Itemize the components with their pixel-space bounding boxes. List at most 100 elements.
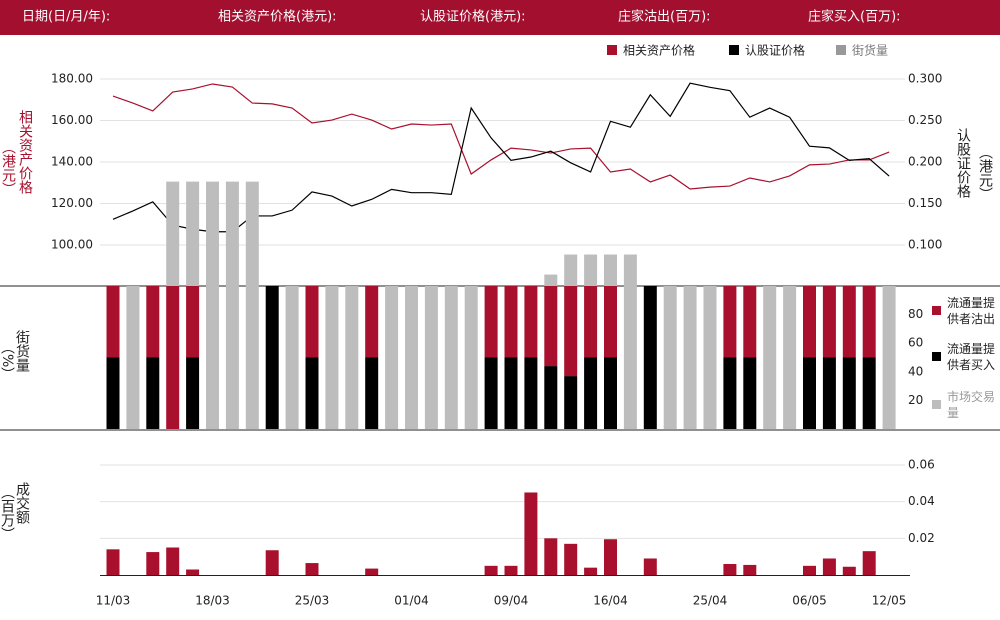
bar-segment xyxy=(504,286,518,358)
bar xyxy=(504,565,518,575)
y-tick-label: 80 xyxy=(908,307,923,321)
bar-segment xyxy=(862,286,876,358)
y-tick-label: 0.04 xyxy=(908,494,935,508)
bar-segment xyxy=(484,357,498,429)
y-tick-label: 40 xyxy=(908,364,923,378)
axis-title: 成交额 xyxy=(14,482,30,524)
bar xyxy=(524,492,538,575)
bar-segment xyxy=(763,286,777,429)
bar xyxy=(265,550,279,575)
bar-segment xyxy=(225,181,239,429)
legend-swatch xyxy=(932,306,941,315)
bar-segment xyxy=(842,286,856,358)
bar xyxy=(842,566,856,575)
x-tick-label: 06/05 xyxy=(792,594,827,608)
bar-segment xyxy=(146,357,160,429)
bar-segment xyxy=(803,286,816,358)
bar xyxy=(723,563,737,575)
bar xyxy=(743,564,757,575)
header-label: 相关资产价格(港元): xyxy=(218,9,337,25)
bar-segment xyxy=(663,286,677,429)
bar-segment xyxy=(524,286,538,358)
bar-segment xyxy=(584,286,598,358)
legend-label: 流通量提供者买入 xyxy=(947,342,996,372)
bar-segment xyxy=(544,366,558,429)
y2-tick-label: 0.200 xyxy=(908,155,942,169)
legend-swatch xyxy=(729,45,739,55)
y-tick-label: 60 xyxy=(908,336,923,350)
header-label: 庄家沽出(百万): xyxy=(618,9,711,25)
y-tick-label: 120.00 xyxy=(51,196,93,210)
header-label: 认股证价格(港元): xyxy=(420,9,526,25)
bar-segment xyxy=(484,286,498,358)
header-bar xyxy=(0,0,1000,35)
y-tick-label: 0.06 xyxy=(908,457,935,471)
bar-segment xyxy=(604,357,617,429)
bar xyxy=(604,539,617,575)
bar-segment xyxy=(504,357,518,429)
bar-segment xyxy=(703,286,717,429)
bar-segment xyxy=(862,357,876,429)
axis-title: 认股证价格 xyxy=(955,128,971,198)
bar-segment xyxy=(544,274,558,286)
bar-segment xyxy=(564,376,578,429)
bar xyxy=(862,551,876,575)
bar-segment xyxy=(186,286,200,358)
bar xyxy=(186,569,200,575)
bar-segment xyxy=(166,286,180,429)
x-tick-label: 11/03 xyxy=(96,594,131,608)
legend-text: 流通量提供者买入 xyxy=(947,342,996,372)
bar-segment xyxy=(723,286,737,358)
bar-segment xyxy=(464,286,478,429)
bar xyxy=(484,565,498,575)
legend-swatch xyxy=(932,400,941,409)
bar-segment xyxy=(305,286,319,358)
bar-segment xyxy=(743,357,757,429)
bar-segment xyxy=(385,286,399,429)
bar-segment xyxy=(106,286,120,358)
legend-label: 市场交易量 xyxy=(947,390,996,420)
y-tick-label: 140.00 xyxy=(51,155,93,169)
bar-segment xyxy=(186,181,200,286)
bar-segment xyxy=(365,357,379,429)
bar-segment xyxy=(285,286,299,429)
bar xyxy=(544,538,558,575)
bar xyxy=(584,567,598,575)
x-tick-label: 16/04 xyxy=(593,594,628,608)
bar-segment xyxy=(683,286,697,429)
header-label: 日期(日/月/年): xyxy=(22,10,110,25)
bar-segment xyxy=(186,357,200,429)
bar-segment xyxy=(444,286,458,429)
y2-tick-label: 0.150 xyxy=(908,196,942,210)
legend-swatch xyxy=(607,45,617,55)
y-tick-label: 100.00 xyxy=(51,238,93,252)
y-tick-label: 160.00 xyxy=(51,113,93,127)
y2-tick-label: 0.100 xyxy=(908,238,942,252)
bar-segment xyxy=(305,357,319,429)
bar xyxy=(305,563,319,575)
bar-segment xyxy=(365,286,379,358)
header-label: 庄家买入(百万): xyxy=(808,9,901,25)
bar xyxy=(564,543,578,575)
legend-text: 市场交易量 xyxy=(947,390,996,420)
legend-swatch xyxy=(836,45,846,55)
bar-segment xyxy=(564,254,578,286)
legend-label: 街货量 xyxy=(852,43,888,58)
y-tick-label: 0.02 xyxy=(908,531,935,545)
legend-label: 流通量提供者沽出 xyxy=(947,296,995,326)
bar-segment xyxy=(604,254,617,286)
bar-segment xyxy=(584,357,598,429)
y2-tick-label: 0.250 xyxy=(908,113,942,127)
bar-segment xyxy=(822,357,836,429)
bar xyxy=(803,565,816,575)
bar xyxy=(146,552,160,575)
bar-segment xyxy=(405,286,418,429)
axis-title: （港元） xyxy=(977,145,993,201)
x-tick-label: 25/03 xyxy=(295,594,330,608)
bar-segment xyxy=(842,357,856,429)
bar-segment xyxy=(106,357,120,429)
line-series xyxy=(112,83,890,190)
bar-segment xyxy=(166,181,180,286)
x-tick-label: 12/05 xyxy=(872,594,907,608)
